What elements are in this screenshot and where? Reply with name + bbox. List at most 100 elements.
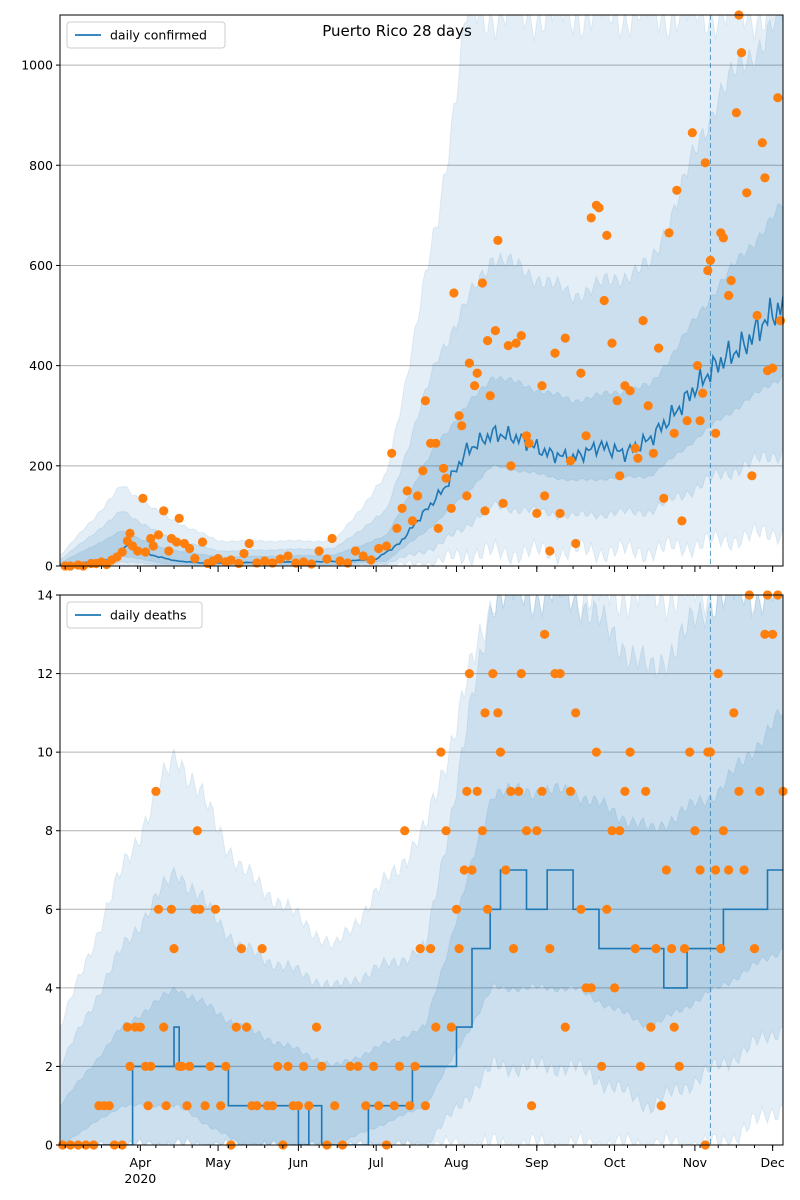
data-point: [667, 944, 677, 954]
x-tick-label: Dec: [761, 1155, 785, 1170]
x-tick-label: 2020: [124, 1171, 156, 1186]
data-point: [755, 786, 765, 797]
data-point: [724, 290, 734, 301]
axes-frame: [59, 594, 784, 1146]
data-point: [267, 1101, 278, 1111]
data-point: [716, 944, 726, 954]
data-point: [480, 506, 490, 516]
data-point: [317, 1061, 327, 1071]
chart-daily-confirmed: 0 200 400 600 800 1000 daily confirmed: [21, 10, 786, 574]
data-point: [532, 508, 542, 518]
data-point: [283, 1061, 293, 1071]
y-tick-label: 800: [29, 158, 53, 173]
data-point: [104, 1101, 114, 1111]
plot-area: [60, 15, 783, 566]
data-point: [498, 498, 508, 508]
figure-title: Puerto Rico 28 days: [322, 22, 472, 40]
data-point: [607, 338, 617, 348]
data-point: [260, 556, 270, 566]
x-tick-label: Aug: [444, 1155, 468, 1170]
data-point: [646, 1022, 656, 1032]
y-tick-label: 200: [29, 458, 53, 473]
data-point: [159, 506, 169, 516]
data-point: [275, 554, 285, 564]
data-point: [620, 786, 630, 797]
data-point: [775, 316, 786, 326]
data-point: [231, 1022, 241, 1032]
data-point: [200, 1101, 210, 1111]
x-tick-label: Jul: [368, 1155, 384, 1170]
data-point: [555, 669, 565, 679]
y-tick-label: 6: [45, 902, 53, 917]
data-point: [146, 1061, 156, 1071]
data-point: [752, 310, 762, 321]
y-tick-label: 0: [45, 559, 53, 574]
data-point: [692, 361, 703, 371]
data-point: [521, 431, 532, 441]
data-point: [729, 708, 739, 718]
data-point: [524, 438, 534, 448]
data-point: [345, 1061, 355, 1071]
data-point: [493, 708, 503, 718]
data-point: [420, 396, 430, 406]
data-point: [669, 428, 679, 438]
data-point: [366, 555, 376, 565]
y-tick-label: 1000: [21, 58, 53, 73]
data-point: [426, 944, 436, 954]
data-point: [216, 1101, 226, 1111]
y-tick-label: 2: [45, 1059, 53, 1074]
data-point: [641, 786, 651, 797]
data-point: [457, 421, 467, 431]
data-point: [586, 213, 596, 223]
data-point: [153, 530, 164, 540]
data-point: [234, 558, 244, 569]
data-point: [454, 411, 464, 421]
data-point: [695, 865, 705, 875]
data-point: [353, 1061, 363, 1071]
data-point: [679, 944, 690, 954]
data-point: [625, 386, 635, 396]
data-point: [451, 904, 462, 914]
data-point: [389, 1101, 399, 1111]
data-point: [677, 516, 687, 526]
data-point: [236, 944, 246, 954]
data-points-confirmed: [60, 10, 786, 571]
data-point: [374, 1101, 384, 1111]
data-points-deaths: [58, 590, 788, 1150]
data-point: [560, 1022, 570, 1032]
data-point: [516, 331, 526, 341]
data-point: [190, 553, 200, 564]
data-point: [273, 1061, 283, 1071]
data-point: [540, 629, 550, 639]
data-point: [654, 343, 664, 353]
series-line-deaths: [60, 869, 783, 1145]
data-point: [252, 558, 262, 568]
data-point: [731, 108, 742, 118]
data-point: [643, 401, 653, 411]
y-tick-label: 400: [29, 358, 53, 373]
data-point: [527, 1101, 537, 1111]
data-point: [736, 48, 747, 58]
data-point: [210, 904, 221, 914]
data-point: [648, 448, 659, 458]
data-point: [146, 533, 156, 544]
data-point: [661, 865, 672, 875]
data-point: [695, 416, 705, 426]
legend-box: [66, 21, 226, 49]
data-point: [174, 513, 184, 524]
data-point: [537, 381, 547, 391]
data-point: [480, 708, 490, 718]
data-point: [350, 546, 360, 556]
data-point: [698, 388, 708, 398]
data-point: [633, 453, 643, 463]
data-point: [711, 428, 721, 438]
data-point: [749, 944, 760, 954]
data-point: [625, 747, 635, 757]
data-point: [192, 826, 202, 836]
data-point: [441, 473, 451, 483]
data-point: [711, 865, 721, 875]
data-point: [413, 491, 423, 501]
data-point: [327, 533, 337, 544]
y-tick-label: 14: [37, 588, 53, 603]
